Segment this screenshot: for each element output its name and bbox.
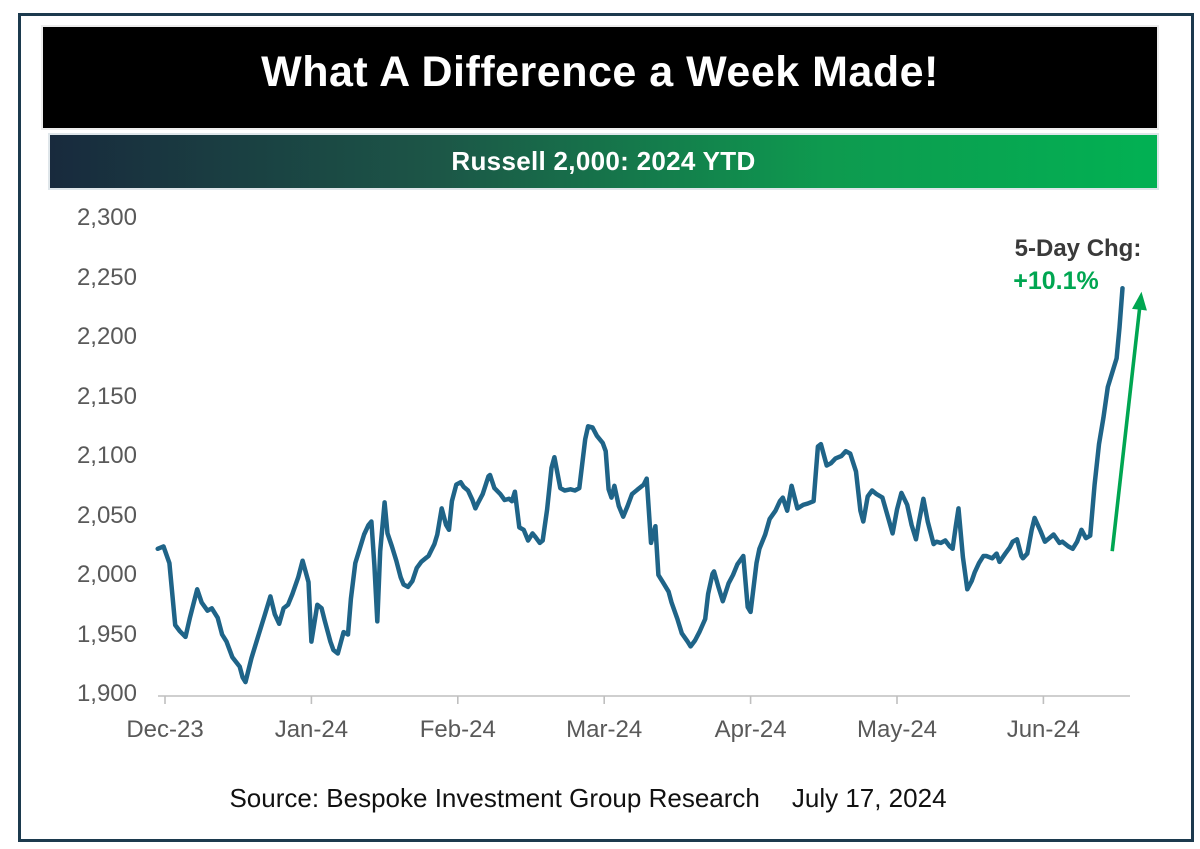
date-text: July 17, 2024: [791, 783, 947, 813]
source-text: Source: Bespoke Investment Group Researc…: [229, 783, 760, 813]
x-tick-label: Feb-24: [419, 716, 496, 743]
y-tick-label: 1,900: [76, 680, 137, 707]
y-tick-label: 2,200: [76, 323, 137, 350]
x-tick-label: Jan-24: [274, 716, 349, 743]
x-tick-label: Dec-23: [126, 716, 204, 743]
y-tick-label: 2,250: [76, 263, 137, 291]
y-tick-label: 2,300: [76, 204, 137, 231]
x-tick-label: Mar-24: [566, 716, 643, 743]
five-day-change-label: 5-Day Chg:: [1014, 235, 1142, 262]
title-banner: What A Difference a Week Made!: [41, 25, 1159, 130]
page-title: What A Difference a Week Made!: [261, 48, 939, 96]
up-arrow-head: [1132, 291, 1147, 311]
price-line: [155, 285, 1125, 685]
y-tick-label: 2,000: [76, 561, 137, 588]
x-tick-label: Jun-24: [1006, 716, 1081, 743]
chart-subtitle: Russell 2,000: 2024 YTD: [451, 146, 756, 176]
x-tick-label: Apr-24: [714, 716, 787, 743]
five-day-change-value: +10.1%: [1013, 267, 1099, 295]
y-tick-label: 2,050: [76, 501, 137, 529]
y-tick-label: 1,950: [76, 620, 137, 648]
up-arrow-shaft: [1110, 301, 1143, 552]
y-tick-label: 2,100: [76, 442, 137, 469]
source-row: Source: Bespoke Investment Group Researc…: [18, 783, 1158, 814]
y-tick-label: 2,150: [76, 382, 137, 410]
x-tick-label: May-24: [856, 716, 938, 743]
subtitle-banner: Russell 2,000: 2024 YTD: [48, 133, 1159, 190]
